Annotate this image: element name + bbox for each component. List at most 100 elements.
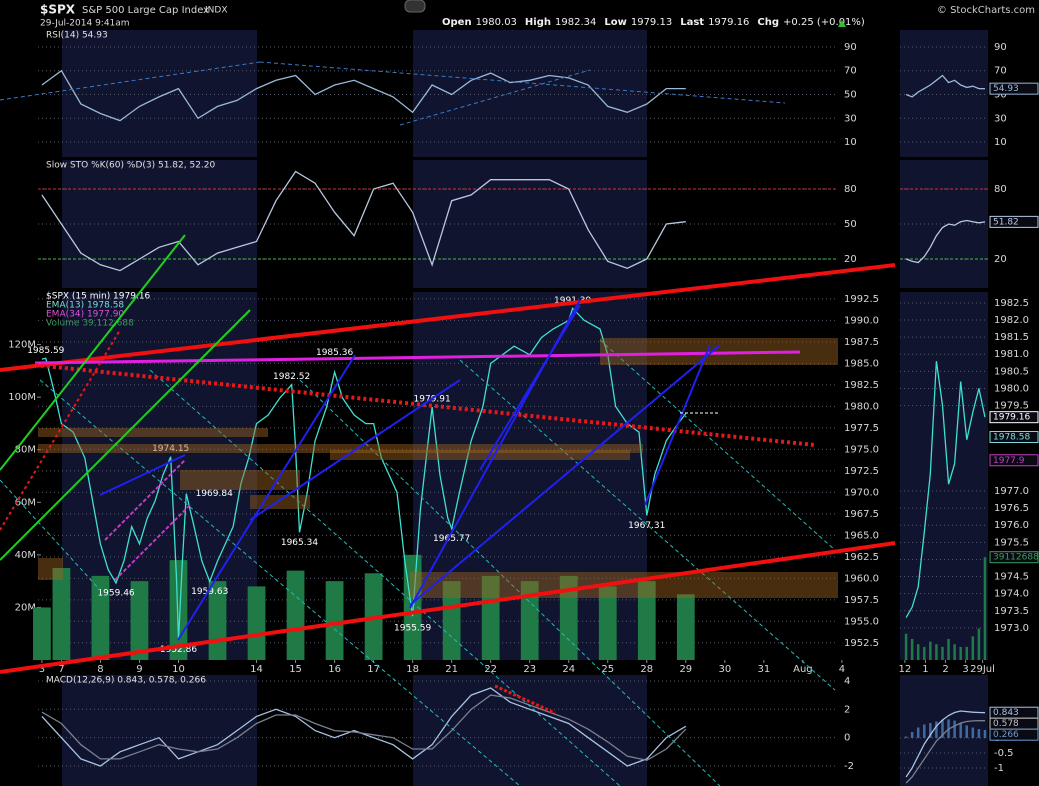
quote-label: Last — [680, 17, 704, 28]
last-value-box — [989, 82, 1039, 95]
y-tick-label: 1982.5 — [844, 380, 879, 391]
last-value-label: 0.843 — [993, 708, 1019, 718]
y-tick-label: -1 — [994, 763, 1004, 774]
trendline — [0, 479, 101, 591]
x-tick-label: 3 — [39, 664, 45, 675]
bar — [983, 730, 987, 738]
trendline — [249, 379, 461, 521]
x-tick-label: 16 — [328, 664, 341, 675]
trendline — [409, 344, 721, 606]
bar — [971, 636, 975, 660]
x-tick-label: 29 — [679, 664, 692, 675]
bar — [977, 729, 981, 738]
y2-tick-label: 40M — [15, 550, 36, 561]
series-line — [905, 74, 986, 98]
bar — [33, 607, 51, 660]
x-tick-label: 2 — [942, 664, 948, 675]
channel-lines — [0, 339, 836, 786]
y-tick-label: 10 — [994, 137, 1007, 148]
header: $SPX S&P 500 Large Cap Index INDX 29-Jul… — [40, 0, 1035, 29]
y-tick-label: 1973.5 — [994, 606, 1029, 617]
y-tick-label: 1981.0 — [994, 349, 1029, 360]
panel-background — [900, 675, 988, 786]
x-tick-label: 14 — [250, 664, 263, 675]
bar — [286, 570, 305, 660]
panel: 1952.5 1955.0 1957.5 1960.0 1962.5 1965.0 1967… — [8, 292, 879, 676]
point-label: 1955.59 — [394, 624, 431, 634]
y-tick-label: 2 — [844, 704, 850, 715]
y-tick-label: 30 — [844, 113, 857, 124]
trendline — [399, 69, 591, 126]
y-tick-label: 4 — [844, 676, 850, 687]
timestamp: 29-Jul-2014 9:41am — [40, 19, 130, 29]
last-value-label: 1978.58 — [993, 433, 1030, 443]
point-label: 1965.77 — [433, 534, 470, 544]
series-line — [41, 687, 687, 767]
zone — [250, 495, 310, 509]
bar — [965, 725, 969, 738]
x-tick-label: 10 — [172, 664, 185, 675]
point-label: 1959.63 — [191, 587, 228, 597]
y-tick-label: 1952.5 — [844, 638, 879, 649]
bar — [971, 727, 975, 738]
bar — [481, 575, 500, 660]
y-tick-label: 1974.0 — [994, 589, 1029, 600]
last-value-label: 51.82 — [993, 217, 1019, 227]
x-tick-label: 7 — [58, 664, 64, 675]
y-tick-label: 1985.0 — [844, 358, 879, 369]
x-tick-label: 21 — [445, 664, 458, 675]
trendline — [34, 363, 816, 447]
y-tick-label: 50 — [844, 90, 857, 101]
x-tick-label: 15 — [289, 664, 302, 675]
y2-tick-label: 80M — [15, 445, 36, 456]
legend-entry: $SPX (15 min) 1979.16 — [46, 292, 151, 302]
legend-entry: EMA(13) 1978.58 — [46, 301, 124, 311]
y-tick-label: 1965.0 — [844, 530, 879, 541]
x-tick-label: 8 — [97, 664, 103, 675]
last-value-label: 0.578 — [993, 719, 1019, 729]
zone — [180, 470, 300, 490]
quote: Open 1980.03 High 1982.34 Low 1979.13 Last 1979… — [442, 17, 865, 28]
bar — [953, 644, 956, 660]
y-tick-label: 1962.5 — [844, 552, 879, 563]
point-label: 1967.31 — [628, 521, 665, 531]
week-band — [38, 675, 62, 786]
y-tick-label: 1975.5 — [994, 537, 1029, 548]
y-tick-label: 50 — [994, 90, 1007, 101]
quote-label: High — [525, 17, 551, 28]
legend-entry: EMA(34) 1977.90 — [46, 310, 124, 320]
y-tick-label: 30 — [994, 113, 1007, 124]
bar — [929, 723, 932, 738]
y2-tick-label: 60M — [15, 497, 36, 508]
point-label: 1974.15 — [152, 444, 189, 454]
bar — [916, 644, 920, 660]
up-arrow — [838, 20, 846, 27]
y-tick-label: 50 — [844, 219, 857, 230]
x-tick-label: 24 — [562, 664, 575, 675]
x-tick-label: Aug — [793, 664, 813, 675]
y-tick-label: 80 — [844, 184, 857, 195]
panel: 90 70 50 30 10 54.93 — [900, 30, 1039, 157]
y-tick-label: 1981.5 — [994, 332, 1029, 343]
bar — [637, 581, 656, 660]
zone — [38, 558, 63, 580]
legend-entry: Volume 39,112,688 — [46, 319, 134, 329]
zone — [38, 428, 268, 437]
bar — [935, 644, 938, 660]
quote-label: Open — [442, 17, 472, 28]
trendline — [0, 309, 251, 561]
y-tick-label: 70 — [994, 66, 1007, 77]
bar — [916, 727, 920, 738]
y-tick-label: 1975.0 — [844, 444, 879, 455]
x-tick-label: 25 — [601, 664, 614, 675]
trendline — [0, 234, 186, 471]
credit: © StockCharts.com — [937, 5, 1035, 16]
y-tick-label: 1980.0 — [994, 383, 1029, 394]
point-label: 1969.84 — [196, 489, 233, 499]
trendline — [599, 339, 836, 551]
y2-tick-label: 20M — [15, 602, 36, 613]
